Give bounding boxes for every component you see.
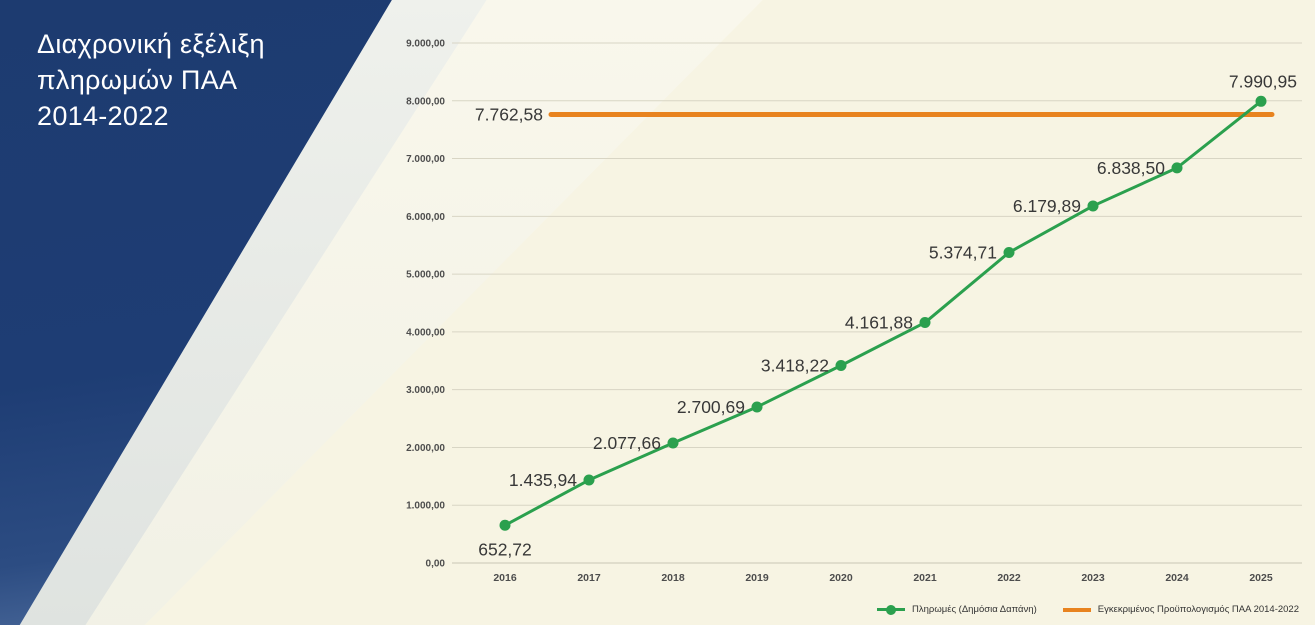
svg-text:2021: 2021 — [913, 572, 937, 584]
data-point-2019 — [751, 401, 763, 413]
page-title: Διαχρονική εξέλιξη πληρωμών ΠΑΑ 2014-202… — [37, 29, 265, 131]
svg-text:3.418,22: 3.418,22 — [761, 356, 829, 376]
svg-text:2.700,69: 2.700,69 — [677, 397, 745, 417]
data-point-2018 — [667, 437, 679, 449]
payments-series — [499, 95, 1267, 531]
svg-text:2017: 2017 — [577, 572, 601, 584]
svg-text:3.000,00: 3.000,00 — [406, 385, 445, 396]
svg-text:7.762,58: 7.762,58 — [475, 104, 543, 124]
svg-text:0,00: 0,00 — [426, 559, 446, 570]
svg-text:5.374,71: 5.374,71 — [929, 242, 997, 262]
svg-text:4.161,88: 4.161,88 — [845, 313, 913, 333]
svg-text:652,72: 652,72 — [478, 539, 532, 559]
svg-text:2.077,66: 2.077,66 — [593, 433, 661, 453]
data-point-2016 — [499, 519, 511, 531]
legend-item-budget: Εγκεκριμένος Προϋπολογισμός ΠΑΑ 2014-202… — [1062, 604, 1299, 615]
svg-text:2018: 2018 — [661, 572, 685, 584]
payments-legend-icon — [877, 604, 906, 615]
svg-text:6.000,00: 6.000,00 — [406, 212, 445, 223]
svg-text:2020: 2020 — [829, 572, 853, 584]
data-labels: 652,72 1.435,94 2.077,66 2.700,69 3.418,22 4.… — [478, 71, 1297, 559]
svg-text:5.000,00: 5.000,00 — [406, 270, 445, 281]
legend-label-payments: Πληρωμές (Δημόσια Δαπάνη) — [912, 604, 1037, 615]
svg-text:2023: 2023 — [1081, 572, 1105, 584]
data-point-2022 — [1003, 246, 1015, 258]
chart-legend: Πληρωμές (Δημόσια Δαπάνη) Εγκεκριμένος Π… — [877, 604, 1299, 615]
budget-line: 7.762,58 — [475, 104, 1275, 124]
data-point-2020 — [835, 360, 847, 372]
svg-text:2022: 2022 — [997, 572, 1021, 584]
svg-text:1.435,94: 1.435,94 — [509, 470, 577, 490]
data-point-2023 — [1087, 200, 1099, 212]
svg-text:2019: 2019 — [745, 572, 769, 584]
legend-label-budget: Εγκεκριμένος Προϋπολογισμός ΠΑΑ 2014-202… — [1097, 604, 1299, 615]
svg-text:6.838,50: 6.838,50 — [1097, 158, 1165, 178]
grid-lines — [452, 42, 1302, 564]
payments-legend-dot-icon — [886, 604, 897, 615]
svg-text:9.000,00: 9.000,00 — [406, 39, 445, 50]
data-point-2017 — [583, 474, 595, 486]
legend-item-payments: Πληρωμές (Δημόσια Δαπάνη) — [877, 604, 1037, 615]
svg-text:2016: 2016 — [493, 572, 517, 584]
svg-text:6.179,89: 6.179,89 — [1013, 196, 1081, 216]
data-point-2024 — [1171, 162, 1183, 174]
svg-text:2025: 2025 — [1249, 572, 1273, 584]
svg-text:2.000,00: 2.000,00 — [406, 443, 445, 454]
svg-text:8.000,00: 8.000,00 — [406, 96, 445, 107]
y-axis-labels: 0,00 1.000,00 2.000,00 3.000,00 4.000,00 5.00… — [406, 39, 445, 570]
svg-text:7.000,00: 7.000,00 — [406, 154, 445, 165]
budget-legend-icon — [1062, 607, 1091, 612]
svg-text:1.000,00: 1.000,00 — [406, 501, 445, 512]
svg-text:7.990,95: 7.990,95 — [1229, 71, 1297, 91]
data-point-2025 — [1255, 95, 1267, 107]
svg-text:4.000,00: 4.000,00 — [406, 327, 445, 338]
svg-text:2024: 2024 — [1165, 572, 1189, 584]
x-axis-labels: 2016 2017 2018 2019 2020 2021 2022 2023 2024 2025 — [493, 572, 1273, 584]
data-point-2021 — [919, 317, 931, 329]
